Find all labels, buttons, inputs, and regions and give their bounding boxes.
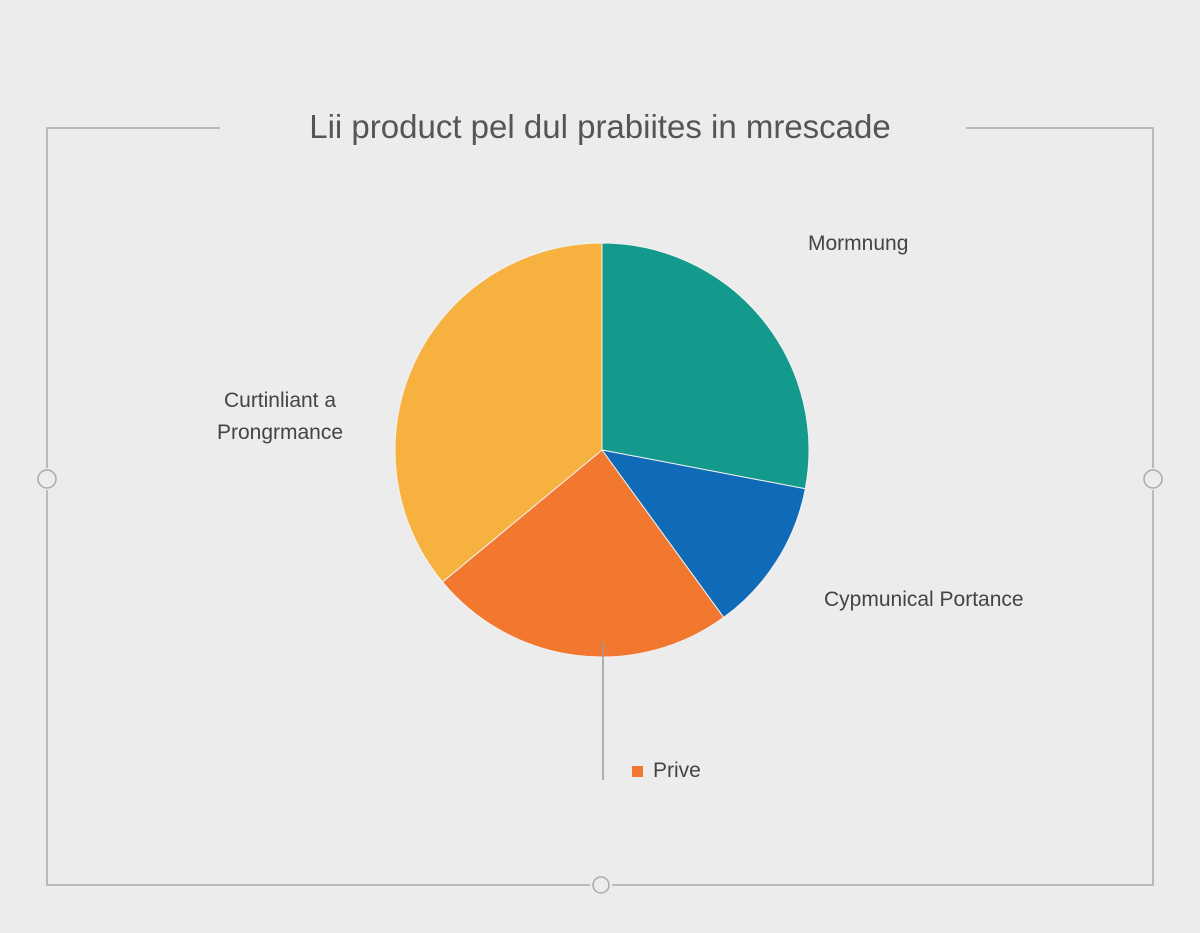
slice-label: Cypmunical Portance bbox=[824, 588, 1024, 611]
slice-label: Curtinliant a Prongrmance bbox=[216, 389, 344, 444]
frame-handle bbox=[1143, 469, 1163, 489]
pie-slice bbox=[441, 449, 725, 658]
frame-line bbox=[612, 490, 1154, 886]
frame-handle bbox=[37, 469, 57, 489]
chart-title: Lii product pel dul prabiites in mrescad… bbox=[309, 108, 891, 145]
frame bbox=[37, 127, 1163, 894]
legend-swatch bbox=[632, 766, 643, 777]
frame-line bbox=[46, 127, 220, 468]
pie bbox=[394, 242, 810, 658]
frame-handle bbox=[592, 876, 610, 894]
slice-label: Prive bbox=[653, 759, 701, 782]
pie-slice bbox=[601, 242, 810, 490]
frame-line bbox=[966, 127, 1154, 468]
pie-slice bbox=[394, 242, 603, 583]
pie-slice bbox=[600, 449, 806, 619]
slice-label: Mormnung bbox=[808, 232, 909, 255]
frame-line bbox=[46, 490, 590, 886]
